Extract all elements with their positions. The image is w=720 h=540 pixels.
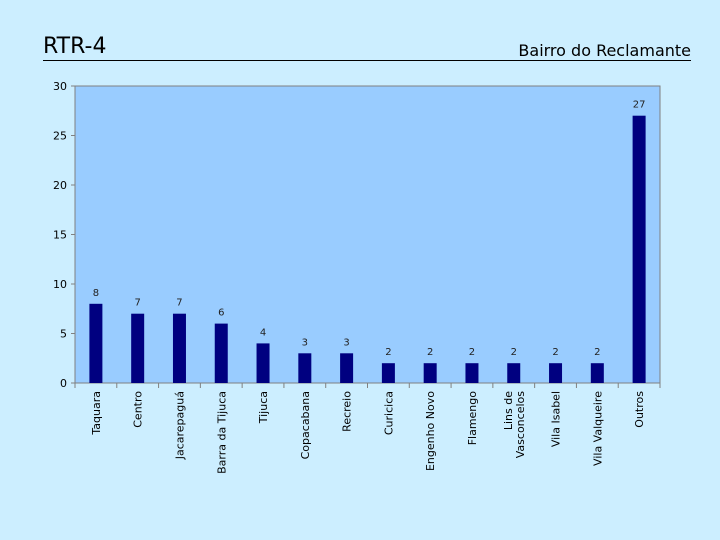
y-tick-label: 30 bbox=[53, 80, 67, 93]
x-tick-label: Vila Valqueire bbox=[591, 391, 604, 466]
data-label: 8 bbox=[93, 288, 99, 299]
data-label: 27 bbox=[633, 100, 646, 111]
x-tick-label: Flamengo bbox=[466, 391, 479, 446]
data-label: 6 bbox=[218, 308, 224, 319]
data-label: 2 bbox=[427, 347, 433, 358]
x-tick-label: Tijuca bbox=[257, 391, 270, 424]
data-label: 3 bbox=[343, 337, 349, 348]
y-tick-label: 25 bbox=[53, 130, 67, 143]
x-tick-label: Copacabana bbox=[299, 391, 312, 459]
y-tick-label: 15 bbox=[53, 229, 67, 242]
data-label: 2 bbox=[594, 347, 600, 358]
bar bbox=[423, 363, 437, 383]
bar bbox=[89, 303, 103, 383]
bar bbox=[214, 323, 228, 383]
slide-title: RTR-4 bbox=[43, 34, 107, 59]
y-tick-label: 5 bbox=[60, 328, 67, 341]
data-label: 2 bbox=[552, 347, 558, 358]
bar bbox=[172, 313, 186, 383]
x-tick-label: Engenho Novo bbox=[424, 391, 437, 471]
x-tick-label: Centro bbox=[132, 391, 145, 428]
data-label: 2 bbox=[385, 347, 391, 358]
bar bbox=[381, 363, 395, 383]
data-label: 7 bbox=[134, 298, 140, 309]
data-label: 2 bbox=[511, 347, 517, 358]
bar bbox=[549, 363, 563, 383]
bar bbox=[340, 353, 354, 383]
data-label: 3 bbox=[302, 337, 308, 348]
slide-subtitle: Bairro do Reclamante bbox=[518, 41, 691, 60]
x-tick-label: Recreio bbox=[341, 391, 354, 432]
data-label: 2 bbox=[469, 347, 475, 358]
bar bbox=[507, 363, 521, 383]
bar bbox=[298, 353, 312, 383]
y-tick-label: 10 bbox=[53, 278, 67, 291]
y-tick-label: 0 bbox=[60, 377, 67, 390]
x-tick-label: Jacarepaguá bbox=[173, 391, 186, 460]
plot-area bbox=[74, 85, 661, 384]
x-tick-label: Outros bbox=[633, 391, 646, 428]
bar bbox=[131, 313, 145, 383]
data-label: 4 bbox=[260, 327, 266, 338]
x-tick-label: Lins deVasconcelos bbox=[502, 391, 527, 458]
bar bbox=[590, 363, 604, 383]
x-tick-label: Curicica bbox=[382, 391, 395, 435]
x-tick-label: Taquara bbox=[90, 391, 103, 436]
header-divider bbox=[43, 60, 691, 61]
x-tick-label: Barra da Tijuca bbox=[215, 391, 228, 474]
data-label: 7 bbox=[176, 298, 182, 309]
y-tick-label: 20 bbox=[53, 179, 67, 192]
x-tick-label: Vila Isabel bbox=[550, 391, 563, 447]
bar bbox=[632, 115, 646, 383]
bar bbox=[256, 343, 270, 383]
bar bbox=[465, 363, 479, 383]
